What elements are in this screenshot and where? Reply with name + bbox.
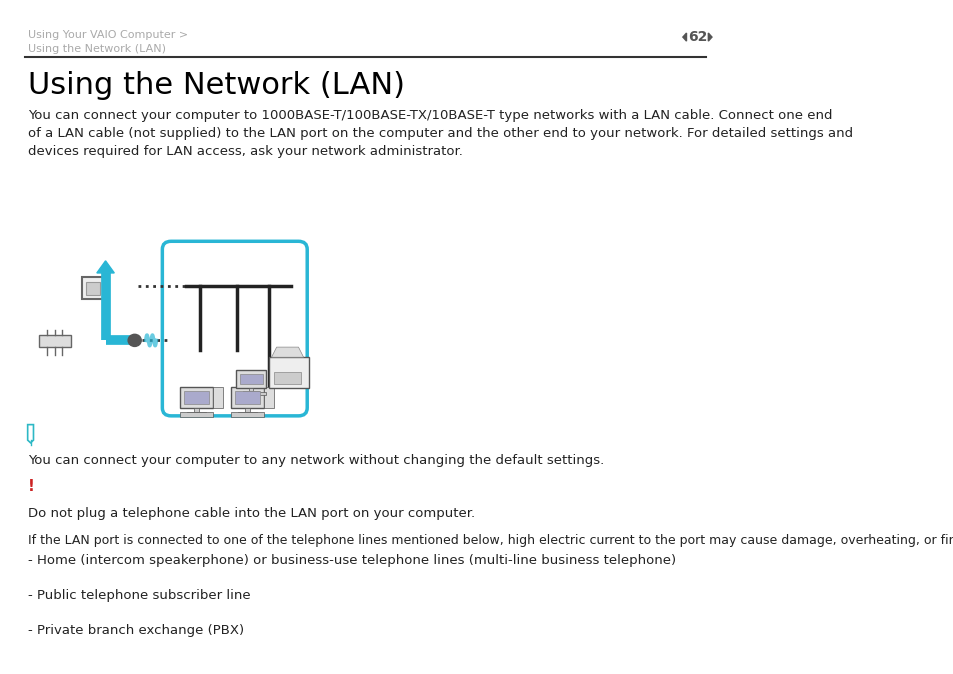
Bar <box>264 387 274 408</box>
FancyBboxPatch shape <box>162 241 307 416</box>
Text: If the LAN port is connected to one of the telephone lines mentioned below, high: If the LAN port is connected to one of t… <box>28 534 953 547</box>
Circle shape <box>128 334 141 346</box>
Bar <box>180 412 213 417</box>
Bar <box>239 373 262 384</box>
Text: You can connect your computer to 1000BASE-T/100BASE-TX/10BASE-T type networks wi: You can connect your computer to 1000BAS… <box>28 109 852 158</box>
Bar <box>243 391 259 393</box>
Text: Using the Network (LAN): Using the Network (LAN) <box>28 44 166 54</box>
Text: Do not plug a telephone cable into the LAN port on your computer.: Do not plug a telephone cable into the L… <box>28 507 475 520</box>
Polygon shape <box>96 261 114 273</box>
Text: Using the Network (LAN): Using the Network (LAN) <box>28 71 404 100</box>
Bar <box>235 392 266 396</box>
Bar <box>38 335 71 347</box>
Bar <box>232 412 263 417</box>
Bar <box>249 388 253 392</box>
Bar <box>184 390 209 404</box>
Bar <box>86 282 100 295</box>
Bar <box>269 357 309 388</box>
Text: !: ! <box>28 479 34 493</box>
Bar <box>82 277 104 299</box>
Text: - Home (intercom speakerphone) or business-use telephone lines (multi-line busin: - Home (intercom speakerphone) or busine… <box>28 554 675 567</box>
Bar <box>187 412 206 414</box>
Bar <box>234 390 259 404</box>
Bar <box>235 370 266 388</box>
Text: 62: 62 <box>687 30 706 44</box>
Bar <box>237 412 257 414</box>
Text: - Public telephone subscriber line: - Public telephone subscriber line <box>28 589 250 602</box>
Bar <box>213 387 223 408</box>
Bar <box>232 387 263 408</box>
Bar <box>274 372 300 384</box>
Text: You can connect your computer to any network without changing the default settin: You can connect your computer to any net… <box>28 454 603 466</box>
Polygon shape <box>272 347 303 357</box>
Text: - Private branch exchange (PBX): - Private branch exchange (PBX) <box>28 624 244 637</box>
Text: Using Your VAIO Computer >: Using Your VAIO Computer > <box>28 30 188 40</box>
Bar <box>245 408 250 412</box>
Polygon shape <box>682 33 686 41</box>
Polygon shape <box>708 33 711 41</box>
Bar <box>193 408 199 412</box>
Bar <box>180 387 213 408</box>
